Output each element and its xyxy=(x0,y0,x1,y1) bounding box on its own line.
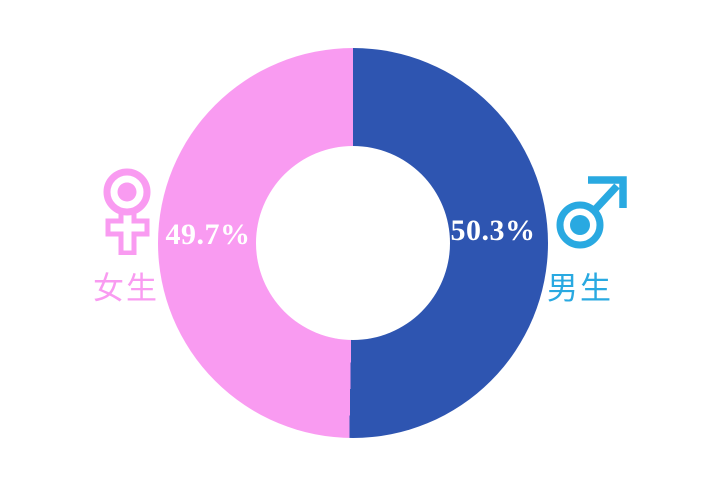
donut-chart xyxy=(158,48,548,438)
female-percent-label: 49.7% xyxy=(165,218,251,251)
donut-hole xyxy=(256,146,450,340)
male-icon xyxy=(556,176,627,249)
male-percent-label: 50.3% xyxy=(450,214,536,247)
female-icon xyxy=(103,168,151,255)
male-category-label: 男生 xyxy=(547,271,613,306)
female-category-label: 女生 xyxy=(93,271,159,306)
